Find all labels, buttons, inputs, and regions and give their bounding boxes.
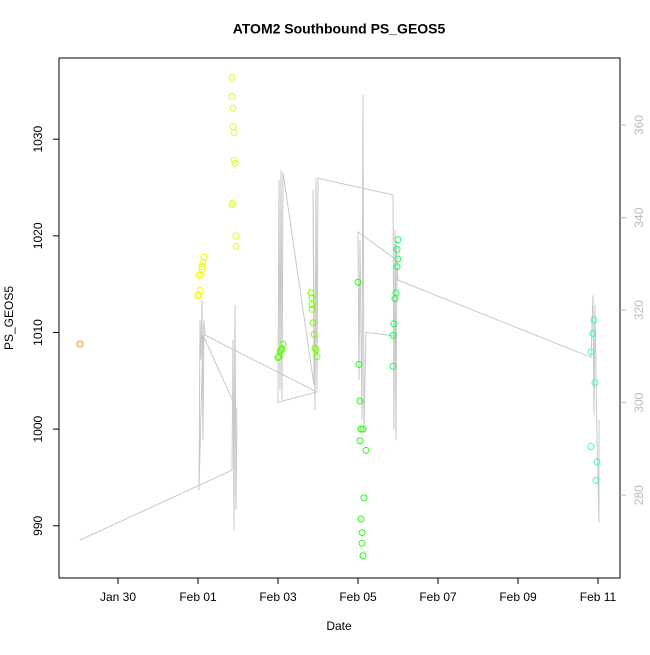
point <box>589 329 597 337</box>
point <box>76 340 84 348</box>
y-tick-label: 1010 <box>31 319 45 346</box>
point <box>278 345 286 353</box>
point <box>359 552 367 560</box>
point <box>587 348 595 356</box>
point <box>198 266 206 274</box>
point <box>590 316 598 324</box>
point <box>592 476 600 484</box>
y-axis-label: PS_GEOS5 <box>2 286 16 350</box>
y2-tick-label: 300 <box>632 392 646 412</box>
point <box>587 443 595 451</box>
x-tick-label: Feb 07 <box>419 590 457 604</box>
y-tick-label: 1000 <box>31 415 45 442</box>
y-tick-label: 1030 <box>31 126 45 153</box>
point <box>358 539 366 547</box>
point <box>389 331 397 339</box>
point <box>228 93 236 101</box>
point <box>354 278 362 286</box>
point <box>391 295 399 303</box>
point <box>393 245 401 253</box>
point <box>228 73 236 81</box>
point <box>358 529 366 537</box>
point <box>394 255 402 263</box>
y2-tick-label: 340 <box>632 207 646 227</box>
x-axis-label: Date <box>326 619 352 633</box>
point <box>591 379 599 387</box>
point <box>360 494 368 502</box>
point <box>312 346 320 354</box>
y2-tick-label: 320 <box>632 300 646 320</box>
point <box>357 425 365 433</box>
point <box>199 258 207 266</box>
x-tick-label: Feb 03 <box>259 590 297 604</box>
x-tick-label: Feb 09 <box>499 590 537 604</box>
point <box>307 289 315 297</box>
point <box>389 362 397 370</box>
x-tick-label: Feb 05 <box>339 590 377 604</box>
point <box>310 330 318 338</box>
point <box>230 128 238 136</box>
point <box>198 263 206 271</box>
point <box>230 156 238 164</box>
point <box>229 104 237 112</box>
plot-frame <box>58 57 621 579</box>
y-tick-label: 990 <box>31 515 45 535</box>
point <box>200 253 208 261</box>
point <box>394 236 402 244</box>
point <box>279 340 287 348</box>
point <box>390 320 398 328</box>
y2-tick-label: 360 <box>632 115 646 135</box>
point <box>313 353 321 361</box>
point <box>231 159 239 167</box>
point <box>232 242 240 250</box>
point <box>232 232 240 240</box>
point <box>593 458 601 466</box>
point <box>308 294 316 302</box>
point <box>356 397 364 405</box>
point <box>359 425 367 433</box>
point <box>393 263 401 271</box>
point <box>275 353 283 361</box>
point <box>308 305 316 313</box>
x-tick-label: Jan 30 <box>100 590 136 604</box>
point <box>195 291 203 299</box>
point <box>196 286 204 294</box>
point <box>357 515 365 523</box>
x-tick-label: Feb 01 <box>179 590 217 604</box>
point <box>195 271 203 279</box>
chart-title: ATOM2 Southbound PS_GEOS5 <box>233 21 446 37</box>
x-tick-label: Feb 11 <box>580 590 617 604</box>
point <box>309 319 317 327</box>
y2-line <box>79 94 600 541</box>
point <box>356 437 364 445</box>
point <box>355 360 363 368</box>
y2-tick-label: 280 <box>632 485 646 505</box>
y-tick-label: 1020 <box>31 222 45 249</box>
point <box>308 300 316 308</box>
point <box>229 199 237 207</box>
point <box>274 354 282 362</box>
point <box>362 446 370 454</box>
